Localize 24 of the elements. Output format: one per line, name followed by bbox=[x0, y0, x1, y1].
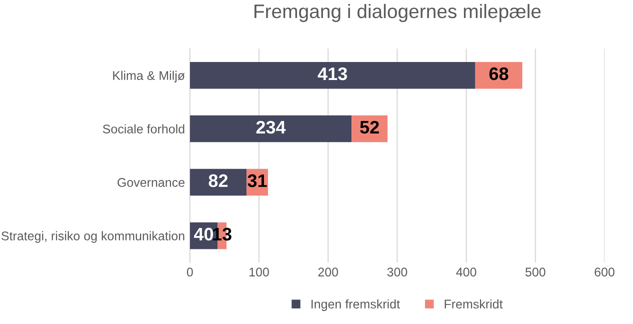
x-tick-label: 600 bbox=[594, 268, 614, 276]
data-label: 52 bbox=[360, 120, 379, 134]
x-tick-label: 200 bbox=[318, 268, 338, 276]
y-tick-label: Sociale forhold bbox=[102, 124, 184, 134]
y-tick-label: Governance bbox=[118, 178, 184, 187]
legend-label: Fremskridt bbox=[444, 299, 503, 309]
x-tick-label: 100 bbox=[250, 268, 269, 276]
data-label: 82 bbox=[208, 174, 228, 188]
x-tick-label: 400 bbox=[456, 268, 476, 276]
data-label: 40 bbox=[194, 228, 214, 241]
data-label: 413 bbox=[318, 67, 348, 80]
data-label: 31 bbox=[248, 174, 267, 188]
data-label: 68 bbox=[489, 67, 508, 80]
x-tick-label: 300 bbox=[387, 268, 408, 276]
y-tick-label: Strategi, risiko og kommunikation bbox=[2, 231, 184, 243]
y-tick-label: Klima & Miljø bbox=[113, 70, 185, 82]
data-label: 234 bbox=[256, 120, 286, 134]
x-tick-label: 500 bbox=[525, 268, 546, 276]
legend-label: Ingen fremskridt bbox=[312, 299, 400, 312]
bar bbox=[190, 168, 247, 196]
chart-title: Fremgang i dialogernes milepæle bbox=[254, 4, 541, 22]
bar bbox=[190, 62, 476, 89]
bar bbox=[190, 115, 352, 142]
x-tick-label: 0 bbox=[186, 268, 193, 276]
